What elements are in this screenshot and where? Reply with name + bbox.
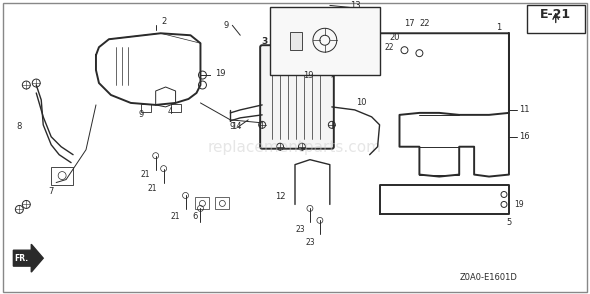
Text: 3: 3 bbox=[261, 37, 267, 46]
Bar bbox=[171, 104, 181, 112]
Text: 10: 10 bbox=[356, 98, 367, 107]
Text: 2: 2 bbox=[161, 17, 166, 26]
Text: 12: 12 bbox=[275, 192, 286, 201]
Text: 22: 22 bbox=[419, 19, 430, 28]
Bar bbox=[270, 7, 379, 75]
Text: FR.: FR. bbox=[14, 254, 28, 263]
Text: 17: 17 bbox=[404, 19, 415, 28]
Text: 5: 5 bbox=[506, 218, 512, 227]
Text: 6: 6 bbox=[193, 212, 198, 221]
Text: 20: 20 bbox=[389, 33, 400, 42]
Text: 19: 19 bbox=[514, 200, 523, 209]
Text: Z0A0-E1601D: Z0A0-E1601D bbox=[460, 273, 518, 282]
Text: 19: 19 bbox=[303, 71, 313, 80]
Text: 16: 16 bbox=[519, 132, 530, 141]
Text: 4: 4 bbox=[168, 107, 173, 116]
Text: 7: 7 bbox=[48, 187, 54, 196]
Text: 21: 21 bbox=[171, 212, 181, 221]
Text: 23: 23 bbox=[295, 225, 305, 234]
Bar bbox=[195, 198, 209, 209]
Bar bbox=[290, 32, 302, 50]
Polygon shape bbox=[14, 244, 43, 272]
Text: 11: 11 bbox=[519, 105, 529, 114]
Text: 19: 19 bbox=[215, 69, 226, 78]
Text: 9: 9 bbox=[224, 21, 229, 30]
Text: 14: 14 bbox=[231, 122, 241, 131]
Text: 21: 21 bbox=[141, 170, 150, 179]
Text: 21: 21 bbox=[148, 184, 158, 193]
FancyBboxPatch shape bbox=[260, 45, 334, 149]
Text: E-21: E-21 bbox=[540, 8, 571, 21]
Text: 13: 13 bbox=[350, 1, 361, 10]
Bar bbox=[141, 104, 150, 112]
Text: 23: 23 bbox=[305, 238, 314, 247]
Text: 9: 9 bbox=[230, 122, 235, 131]
Bar bbox=[51, 167, 73, 185]
Bar bbox=[527, 5, 585, 33]
Bar bbox=[215, 198, 230, 209]
Text: 1: 1 bbox=[496, 23, 502, 32]
Text: replacementparts.com: replacementparts.com bbox=[208, 140, 382, 155]
Text: 22: 22 bbox=[385, 43, 394, 52]
Text: 9: 9 bbox=[138, 110, 143, 119]
Text: 8: 8 bbox=[17, 122, 22, 131]
